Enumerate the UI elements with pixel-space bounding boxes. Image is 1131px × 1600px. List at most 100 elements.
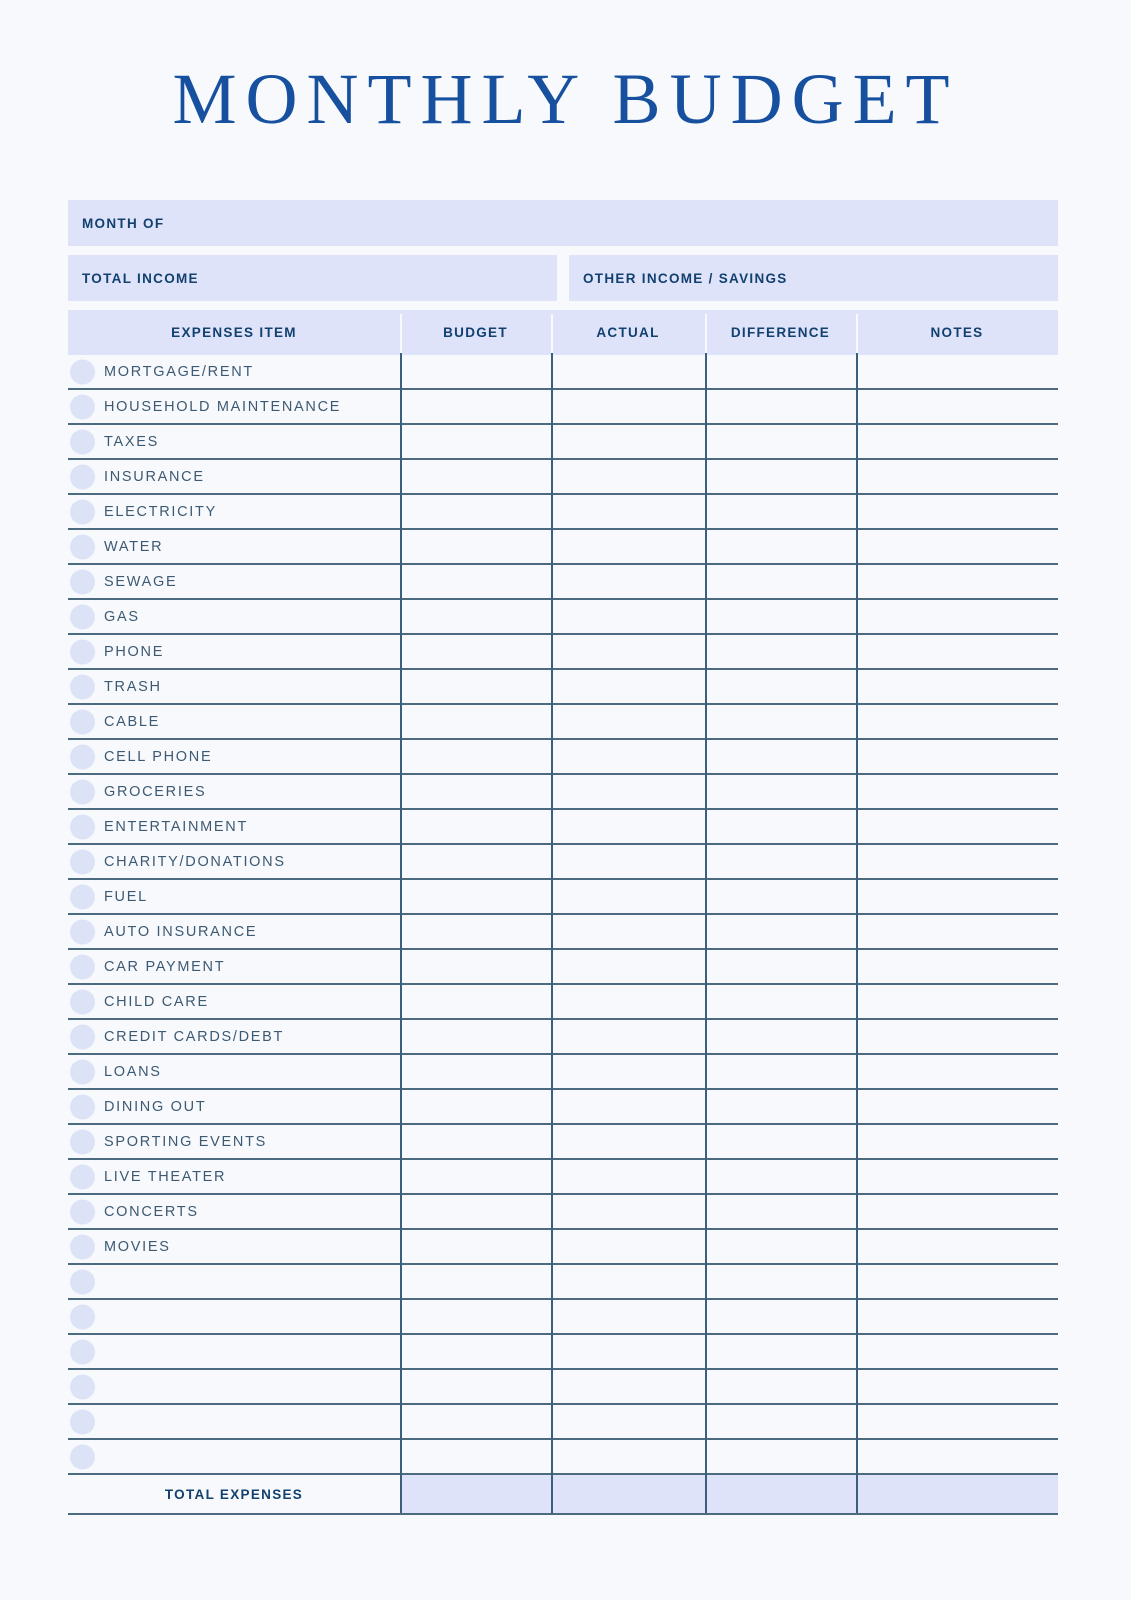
cell-budget[interactable]	[400, 1438, 551, 1475]
cell-notes[interactable]	[856, 423, 1058, 460]
cell-actual[interactable]	[551, 878, 705, 915]
cell-notes[interactable]	[856, 458, 1058, 495]
cell-actual[interactable]	[551, 843, 705, 880]
cell-budget[interactable]	[400, 1228, 551, 1265]
cell-actual[interactable]	[551, 1298, 705, 1335]
cell-difference[interactable]	[705, 1193, 856, 1230]
cell-actual[interactable]	[551, 1193, 705, 1230]
cell-actual[interactable]	[551, 493, 705, 530]
cell-budget[interactable]	[400, 1368, 551, 1405]
cell-actual[interactable]	[551, 1438, 705, 1475]
cell-notes[interactable]	[856, 353, 1058, 390]
cell-difference[interactable]	[705, 1263, 856, 1300]
cell-actual[interactable]	[551, 598, 705, 635]
cell-budget[interactable]	[400, 1333, 551, 1370]
cell-actual[interactable]	[551, 1333, 705, 1370]
cell-actual[interactable]	[551, 353, 705, 390]
cell-difference[interactable]	[705, 948, 856, 985]
total-expenses-budget-cell[interactable]	[400, 1475, 551, 1513]
cell-difference[interactable]	[705, 738, 856, 775]
cell-difference[interactable]	[705, 1333, 856, 1370]
cell-notes[interactable]	[856, 808, 1058, 845]
cell-notes[interactable]	[856, 598, 1058, 635]
cell-difference[interactable]	[705, 1088, 856, 1125]
cell-difference[interactable]	[705, 1123, 856, 1160]
total-expenses-actual-cell[interactable]	[551, 1475, 705, 1513]
cell-actual[interactable]	[551, 1088, 705, 1125]
cell-budget[interactable]	[400, 1018, 551, 1055]
cell-notes[interactable]	[856, 668, 1058, 705]
cell-notes[interactable]	[856, 1228, 1058, 1265]
cell-notes[interactable]	[856, 843, 1058, 880]
cell-budget[interactable]	[400, 598, 551, 635]
cell-budget[interactable]	[400, 1193, 551, 1230]
cell-difference[interactable]	[705, 633, 856, 670]
cell-notes[interactable]	[856, 1403, 1058, 1440]
cell-budget[interactable]	[400, 423, 551, 460]
cell-budget[interactable]	[400, 1298, 551, 1335]
cell-notes[interactable]	[856, 878, 1058, 915]
cell-actual[interactable]	[551, 388, 705, 425]
cell-notes[interactable]	[856, 913, 1058, 950]
cell-difference[interactable]	[705, 913, 856, 950]
cell-notes[interactable]	[856, 633, 1058, 670]
cell-actual[interactable]	[551, 423, 705, 460]
cell-budget[interactable]	[400, 738, 551, 775]
cell-actual[interactable]	[551, 633, 705, 670]
cell-difference[interactable]	[705, 1158, 856, 1195]
cell-actual[interactable]	[551, 808, 705, 845]
cell-difference[interactable]	[705, 843, 856, 880]
cell-actual[interactable]	[551, 668, 705, 705]
cell-budget[interactable]	[400, 668, 551, 705]
cell-budget[interactable]	[400, 773, 551, 810]
cell-actual[interactable]	[551, 1368, 705, 1405]
total-expenses-difference-cell[interactable]	[705, 1475, 856, 1513]
cell-notes[interactable]	[856, 1193, 1058, 1230]
cell-actual[interactable]	[551, 1263, 705, 1300]
cell-difference[interactable]	[705, 423, 856, 460]
cell-budget[interactable]	[400, 493, 551, 530]
cell-notes[interactable]	[856, 773, 1058, 810]
cell-budget[interactable]	[400, 1123, 551, 1160]
cell-notes[interactable]	[856, 703, 1058, 740]
other-income-savings-field[interactable]: OTHER INCOME / SAVINGS	[569, 255, 1058, 301]
cell-difference[interactable]	[705, 703, 856, 740]
cell-actual[interactable]	[551, 948, 705, 985]
cell-actual[interactable]	[551, 913, 705, 950]
cell-budget[interactable]	[400, 1263, 551, 1300]
cell-actual[interactable]	[551, 773, 705, 810]
cell-difference[interactable]	[705, 388, 856, 425]
cell-actual[interactable]	[551, 458, 705, 495]
cell-budget[interactable]	[400, 1088, 551, 1125]
cell-notes[interactable]	[856, 493, 1058, 530]
cell-difference[interactable]	[705, 1368, 856, 1405]
cell-notes[interactable]	[856, 1298, 1058, 1335]
cell-actual[interactable]	[551, 983, 705, 1020]
cell-budget[interactable]	[400, 843, 551, 880]
cell-budget[interactable]	[400, 528, 551, 565]
cell-notes[interactable]	[856, 1053, 1058, 1090]
cell-actual[interactable]	[551, 1123, 705, 1160]
cell-difference[interactable]	[705, 563, 856, 600]
cell-notes[interactable]	[856, 983, 1058, 1020]
cell-actual[interactable]	[551, 1228, 705, 1265]
cell-difference[interactable]	[705, 528, 856, 565]
cell-budget[interactable]	[400, 563, 551, 600]
cell-budget[interactable]	[400, 633, 551, 670]
cell-difference[interactable]	[705, 878, 856, 915]
cell-notes[interactable]	[856, 738, 1058, 775]
cell-difference[interactable]	[705, 1228, 856, 1265]
cell-notes[interactable]	[856, 1438, 1058, 1475]
cell-budget[interactable]	[400, 948, 551, 985]
cell-difference[interactable]	[705, 353, 856, 390]
cell-difference[interactable]	[705, 983, 856, 1020]
cell-difference[interactable]	[705, 773, 856, 810]
cell-notes[interactable]	[856, 1333, 1058, 1370]
cell-budget[interactable]	[400, 1403, 551, 1440]
cell-notes[interactable]	[856, 563, 1058, 600]
cell-notes[interactable]	[856, 1263, 1058, 1300]
cell-notes[interactable]	[856, 1088, 1058, 1125]
cell-budget[interactable]	[400, 983, 551, 1020]
cell-actual[interactable]	[551, 703, 705, 740]
cell-difference[interactable]	[705, 1403, 856, 1440]
